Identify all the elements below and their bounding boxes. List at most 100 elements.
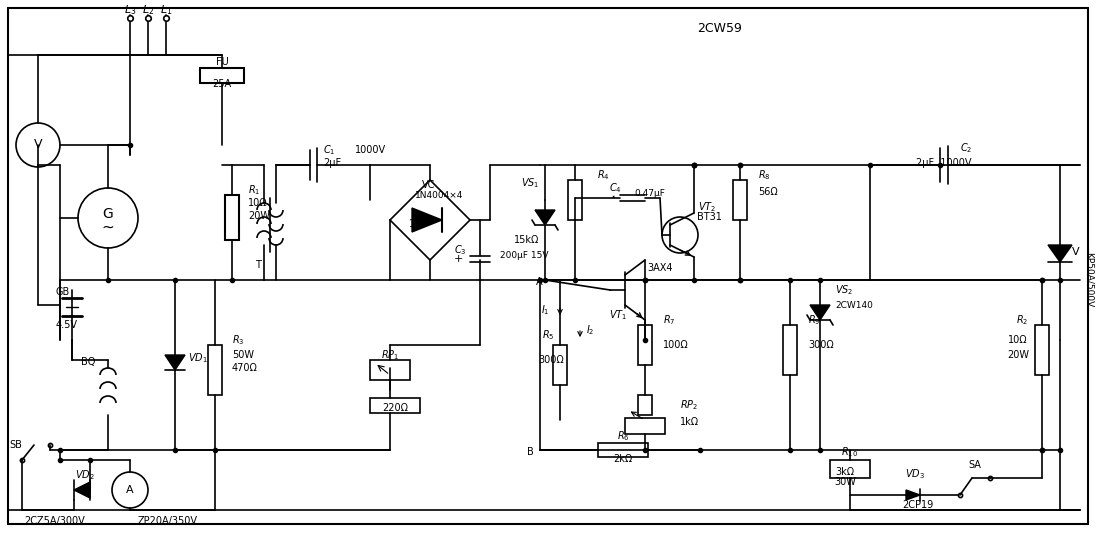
Text: $R_5$: $R_5$: [543, 328, 555, 342]
Text: KP50A/500V: KP50A/500V: [1085, 253, 1094, 308]
Text: $I_1$: $I_1$: [540, 303, 549, 317]
Text: 25A: 25A: [213, 79, 231, 89]
Text: BT31: BT31: [697, 212, 722, 222]
Polygon shape: [810, 305, 830, 320]
Text: 2kΩ: 2kΩ: [614, 454, 632, 464]
Circle shape: [662, 217, 698, 253]
Bar: [733, 180, 747, 220]
Text: $VS_2$: $VS_2$: [835, 283, 854, 297]
Text: $R_6$: $R_6$: [617, 429, 629, 443]
Text: 2μF: 2μF: [323, 158, 341, 168]
Text: $R_9$: $R_9$: [808, 313, 821, 327]
Text: FU: FU: [216, 57, 228, 67]
Text: $C_3$: $C_3$: [454, 243, 466, 257]
Bar: [783, 325, 797, 375]
Text: $L_1$: $L_1$: [160, 3, 172, 17]
Text: 3kΩ: 3kΩ: [835, 467, 855, 477]
Bar: [1035, 325, 1049, 375]
Text: 470Ω: 470Ω: [232, 363, 258, 373]
Bar: [225, 195, 239, 240]
Text: 15kΩ: 15kΩ: [514, 235, 539, 245]
Text: 20W: 20W: [1007, 350, 1029, 360]
Text: 20W: 20W: [248, 211, 270, 221]
Text: G: G: [103, 207, 113, 221]
Circle shape: [112, 472, 148, 508]
Text: $C_1$: $C_1$: [323, 143, 335, 157]
Text: $VD_3$: $VD_3$: [905, 467, 925, 481]
Text: 220Ω: 220Ω: [383, 403, 408, 413]
Text: $VD_2$: $VD_2$: [76, 468, 95, 482]
Text: 1N4004×4: 1N4004×4: [415, 192, 464, 200]
Text: B: B: [526, 447, 534, 457]
Polygon shape: [1048, 245, 1072, 262]
Polygon shape: [165, 355, 185, 370]
Text: +: +: [454, 254, 463, 264]
Bar: [199, 68, 244, 83]
Text: ·: ·: [610, 189, 616, 207]
Polygon shape: [906, 490, 920, 500]
Text: $VT_2$: $VT_2$: [698, 200, 716, 214]
Text: $C_2$: $C_2$: [960, 141, 972, 155]
Text: $L_2$: $L_2$: [141, 3, 155, 17]
Text: 2μF  1000V: 2μF 1000V: [916, 158, 972, 168]
Text: 4.5V: 4.5V: [56, 320, 78, 330]
Text: T: T: [255, 260, 261, 270]
Text: $R_{10}$: $R_{10}$: [842, 445, 858, 459]
Text: SB: SB: [10, 440, 22, 450]
Polygon shape: [535, 210, 555, 225]
Text: 2CW59: 2CW59: [697, 21, 742, 35]
Text: $RP_1$: $RP_1$: [381, 348, 399, 362]
Text: 1000V: 1000V: [355, 145, 386, 155]
Text: $R_2$: $R_2$: [1016, 313, 1028, 327]
Text: $R_4$: $R_4$: [597, 168, 609, 182]
Text: GB: GB: [56, 287, 70, 297]
Text: $R_1$: $R_1$: [248, 183, 261, 197]
Text: $R_7$: $R_7$: [663, 313, 675, 327]
Text: A: A: [126, 485, 134, 495]
Bar: [638, 395, 652, 415]
Text: V: V: [34, 138, 43, 152]
Text: $VT_1$: $VT_1$: [609, 308, 627, 322]
Text: 50W: 50W: [232, 350, 254, 360]
Circle shape: [16, 123, 60, 167]
Text: 10Ω: 10Ω: [248, 198, 267, 208]
Text: 30W: 30W: [834, 477, 856, 487]
Text: $R_3$: $R_3$: [232, 333, 244, 347]
Circle shape: [78, 188, 138, 248]
Text: $RP_2$: $RP_2$: [680, 398, 698, 412]
Text: 2CZ5A/300V: 2CZ5A/300V: [24, 516, 85, 526]
Bar: [553, 345, 567, 385]
Polygon shape: [412, 208, 442, 232]
Text: 2CP19: 2CP19: [902, 500, 934, 510]
Text: 2CW140: 2CW140: [835, 301, 872, 310]
Bar: [625, 418, 665, 434]
Bar: [208, 345, 222, 395]
Text: 300Ω: 300Ω: [808, 340, 834, 350]
Text: 3AX4: 3AX4: [648, 263, 673, 273]
Bar: [598, 443, 648, 457]
Text: $VD_1$: $VD_1$: [189, 351, 208, 365]
Text: 0.47μF: 0.47μF: [635, 190, 665, 199]
Text: 100Ω: 100Ω: [663, 340, 688, 350]
Text: VC: VC: [422, 180, 435, 190]
Bar: [370, 398, 420, 413]
Text: ZP20A/350V: ZP20A/350V: [138, 516, 198, 526]
Text: BQ: BQ: [81, 357, 95, 367]
Bar: [568, 180, 582, 220]
Text: A: A: [536, 277, 543, 287]
Text: V: V: [1072, 247, 1080, 257]
Text: 300Ω: 300Ω: [538, 355, 563, 365]
Polygon shape: [75, 482, 90, 498]
Text: $I_2$: $I_2$: [585, 323, 594, 337]
Text: $VS_1$: $VS_1$: [521, 176, 539, 190]
Text: 10Ω: 10Ω: [1008, 335, 1028, 345]
Text: $R_8$: $R_8$: [758, 168, 770, 182]
Bar: [370, 360, 410, 380]
Text: 1kΩ: 1kΩ: [680, 417, 699, 427]
Text: 200μF 15V: 200μF 15V: [500, 250, 548, 260]
Bar: [638, 325, 652, 365]
Text: ~: ~: [102, 219, 114, 234]
Text: 12V: 12V: [409, 219, 427, 229]
Text: $C_4$: $C_4$: [608, 181, 621, 195]
Text: 56Ω: 56Ω: [758, 187, 778, 197]
